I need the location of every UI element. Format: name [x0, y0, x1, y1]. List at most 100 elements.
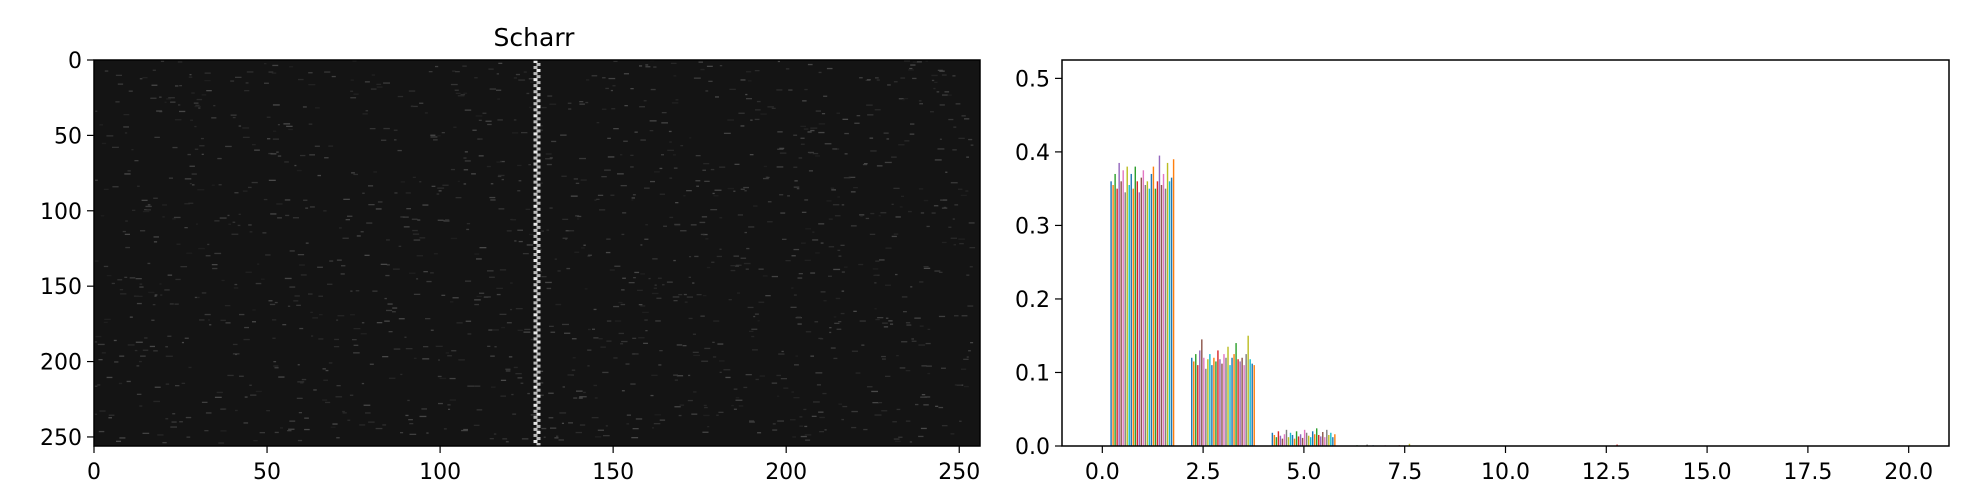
- noise-speck: [301, 378, 307, 381]
- edge-pixel: [536, 274, 541, 278]
- noise-speck: [776, 374, 781, 377]
- noise-speck: [823, 95, 828, 97]
- noise-speck: [340, 273, 345, 275]
- noise-speck: [815, 252, 820, 254]
- noise-speck: [572, 357, 576, 359]
- noise-speck: [743, 386, 748, 389]
- noise-speck: [266, 116, 271, 118]
- noise-speck: [707, 426, 710, 428]
- edge-pixel: [536, 135, 541, 139]
- noise-speck: [655, 320, 661, 322]
- noise-speck: [905, 370, 911, 372]
- noise-speck: [703, 163, 710, 165]
- noise-speck: [319, 314, 323, 316]
- noise-speck: [577, 218, 580, 220]
- noise-speck: [497, 175, 502, 178]
- noise-speck: [312, 317, 318, 319]
- edge-pixel: [533, 102, 538, 106]
- bar: [1152, 166, 1155, 447]
- noise-speck: [617, 173, 624, 175]
- noise-speck: [125, 246, 130, 249]
- noise-speck: [630, 383, 636, 385]
- bar: [1251, 363, 1253, 446]
- noise-speck: [545, 153, 552, 155]
- noise-speck: [386, 239, 390, 241]
- edge-pixel: [536, 437, 541, 441]
- noise-speck: [620, 343, 624, 345]
- noise-speck: [184, 178, 192, 180]
- edge-pixel: [533, 427, 538, 431]
- noise-speck: [828, 275, 832, 277]
- noise-speck: [527, 392, 530, 395]
- bar: [1225, 357, 1227, 446]
- noise-speck: [836, 328, 842, 330]
- noise-speck: [675, 99, 679, 101]
- edge-pixel: [533, 210, 538, 214]
- noise-speck: [657, 277, 662, 279]
- bar: [1193, 361, 1195, 446]
- edge-pixel: [536, 443, 541, 447]
- noise-speck: [622, 277, 626, 279]
- noise-speck: [151, 319, 155, 321]
- edge-pixel: [533, 337, 538, 341]
- noise-speck: [425, 318, 431, 320]
- noise-speck: [584, 288, 588, 290]
- noise-speck: [797, 323, 802, 325]
- noise-speck: [294, 164, 297, 167]
- noise-speck: [487, 345, 491, 347]
- noise-speck: [669, 216, 674, 219]
- noise-speck: [879, 259, 885, 261]
- noise-speck: [305, 242, 309, 244]
- x-tick-label: 5.0: [1286, 460, 1321, 485]
- noise-speck: [706, 266, 711, 269]
- noise-speck: [505, 368, 511, 370]
- noise-speck: [154, 136, 160, 138]
- edge-pixel: [536, 424, 541, 428]
- noise-speck: [439, 377, 447, 380]
- noise-speck: [467, 333, 472, 335]
- noise-speck: [522, 253, 529, 255]
- noise-speck: [654, 414, 661, 416]
- noise-speck: [268, 152, 273, 155]
- edge-pixel: [533, 433, 538, 437]
- y-tick-label: 0.0: [1015, 435, 1050, 460]
- noise-speck: [564, 332, 571, 334]
- noise-speck: [778, 353, 785, 355]
- edge-pixel: [536, 298, 541, 302]
- noise-speck: [843, 266, 848, 268]
- noise-speck: [515, 308, 523, 310]
- noise-speck: [273, 365, 279, 367]
- edge-pixel: [536, 99, 541, 103]
- noise-speck: [277, 155, 282, 157]
- noise-speck: [264, 82, 269, 84]
- noise-speck: [246, 71, 254, 73]
- noise-speck: [288, 428, 295, 430]
- noise-speck: [700, 315, 705, 317]
- noise-speck: [384, 297, 387, 300]
- noise-speck: [899, 206, 903, 208]
- noise-speck: [337, 315, 345, 317]
- noise-speck: [426, 280, 432, 283]
- noise-speck: [227, 374, 234, 377]
- noise-speck: [754, 118, 760, 121]
- noise-speck: [866, 104, 873, 106]
- noise-speck: [498, 208, 505, 210]
- noise-speck: [948, 226, 952, 228]
- noise-speck: [142, 349, 149, 351]
- noise-speck: [673, 374, 678, 376]
- noise-speck: [595, 436, 602, 438]
- noise-speck: [796, 316, 801, 318]
- noise-speck: [824, 429, 827, 431]
- noise-speck: [135, 278, 142, 280]
- noise-speck: [368, 185, 374, 187]
- noise-speck: [663, 225, 667, 227]
- noise-speck: [219, 217, 227, 219]
- noise-speck: [740, 188, 745, 190]
- noise-speck: [541, 106, 547, 109]
- noise-speck: [771, 382, 778, 384]
- noise-speck: [239, 313, 245, 316]
- noise-speck: [780, 378, 787, 380]
- edge-pixel: [536, 328, 541, 332]
- bar: [1297, 436, 1300, 446]
- noise-speck: [632, 428, 639, 430]
